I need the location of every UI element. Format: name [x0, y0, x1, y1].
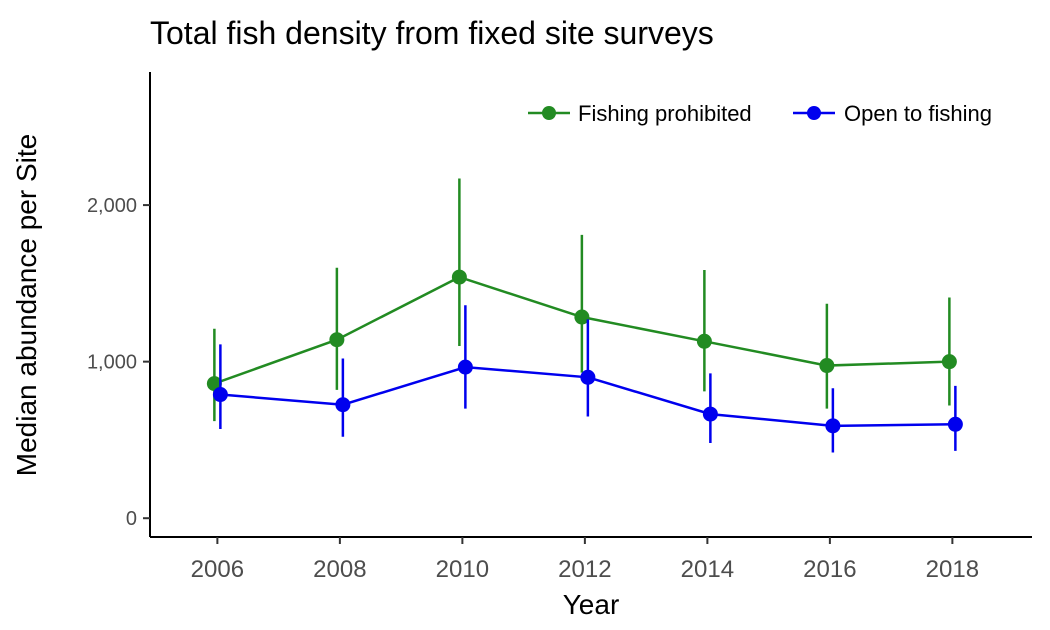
data-point-fishing-prohibited-2006 — [206, 376, 222, 392]
legend-label-open-to-fishing: Open to fishing — [844, 101, 992, 126]
data-point-open-to-fishing-2014 — [702, 406, 718, 422]
data-point-fishing-prohibited-2012 — [574, 309, 590, 325]
data-point-fishing-prohibited-2016 — [819, 358, 835, 374]
data-point-open-to-fishing-2010 — [457, 359, 473, 375]
x-tick-label-2012: 2012 — [558, 556, 611, 583]
legend: Fishing prohibited Open to fishing — [528, 101, 992, 126]
series-fishing-prohibited — [206, 178, 957, 422]
legend-item-open-to-fishing: Open to fishing — [793, 101, 992, 126]
legend-label-fishing-prohibited: Fishing prohibited — [578, 101, 752, 126]
data-point-open-to-fishing-2006 — [212, 387, 228, 403]
data-point-fishing-prohibited-2010 — [451, 269, 467, 285]
x-tick-label-2008: 2008 — [313, 556, 366, 583]
data-point-fishing-prohibited-2014 — [696, 333, 712, 349]
data-point-fishing-prohibited-2018 — [941, 354, 957, 370]
x-ticks: 2006 2008 2010 2012 2014 2016 2018 — [191, 537, 979, 583]
series-open-to-fishing — [212, 305, 963, 453]
y-ticks: 0 1,000 2,000 — [87, 195, 150, 530]
x-tick-label-2014: 2014 — [681, 556, 734, 583]
data-point-open-to-fishing-2016 — [825, 418, 841, 434]
y-axis-label: Median abundance per Site — [11, 134, 42, 476]
y-tick-label-2000: 2,000 — [87, 195, 137, 217]
y-tick-label-1000: 1,000 — [87, 352, 137, 374]
data-point-open-to-fishing-2018 — [947, 416, 963, 432]
x-tick-label-2016: 2016 — [803, 556, 856, 583]
legend-item-fishing-prohibited: Fishing prohibited — [528, 101, 752, 126]
legend-marker-open-to-fishing — [807, 106, 821, 120]
data-point-open-to-fishing-2008 — [335, 397, 351, 413]
x-tick-label-2018: 2018 — [926, 556, 979, 583]
data-point-fishing-prohibited-2008 — [329, 332, 345, 348]
x-tick-label-2010: 2010 — [436, 556, 489, 583]
legend-marker-fishing-prohibited — [542, 106, 556, 120]
chart-title: Total fish density from fixed site surve… — [150, 15, 714, 51]
axes — [149, 72, 1032, 538]
data-point-open-to-fishing-2012 — [580, 369, 596, 385]
x-tick-label-2006: 2006 — [191, 556, 244, 583]
x-axis-label: Year — [563, 589, 620, 620]
series-layer — [206, 178, 963, 453]
y-tick-label-0: 0 — [126, 508, 137, 530]
